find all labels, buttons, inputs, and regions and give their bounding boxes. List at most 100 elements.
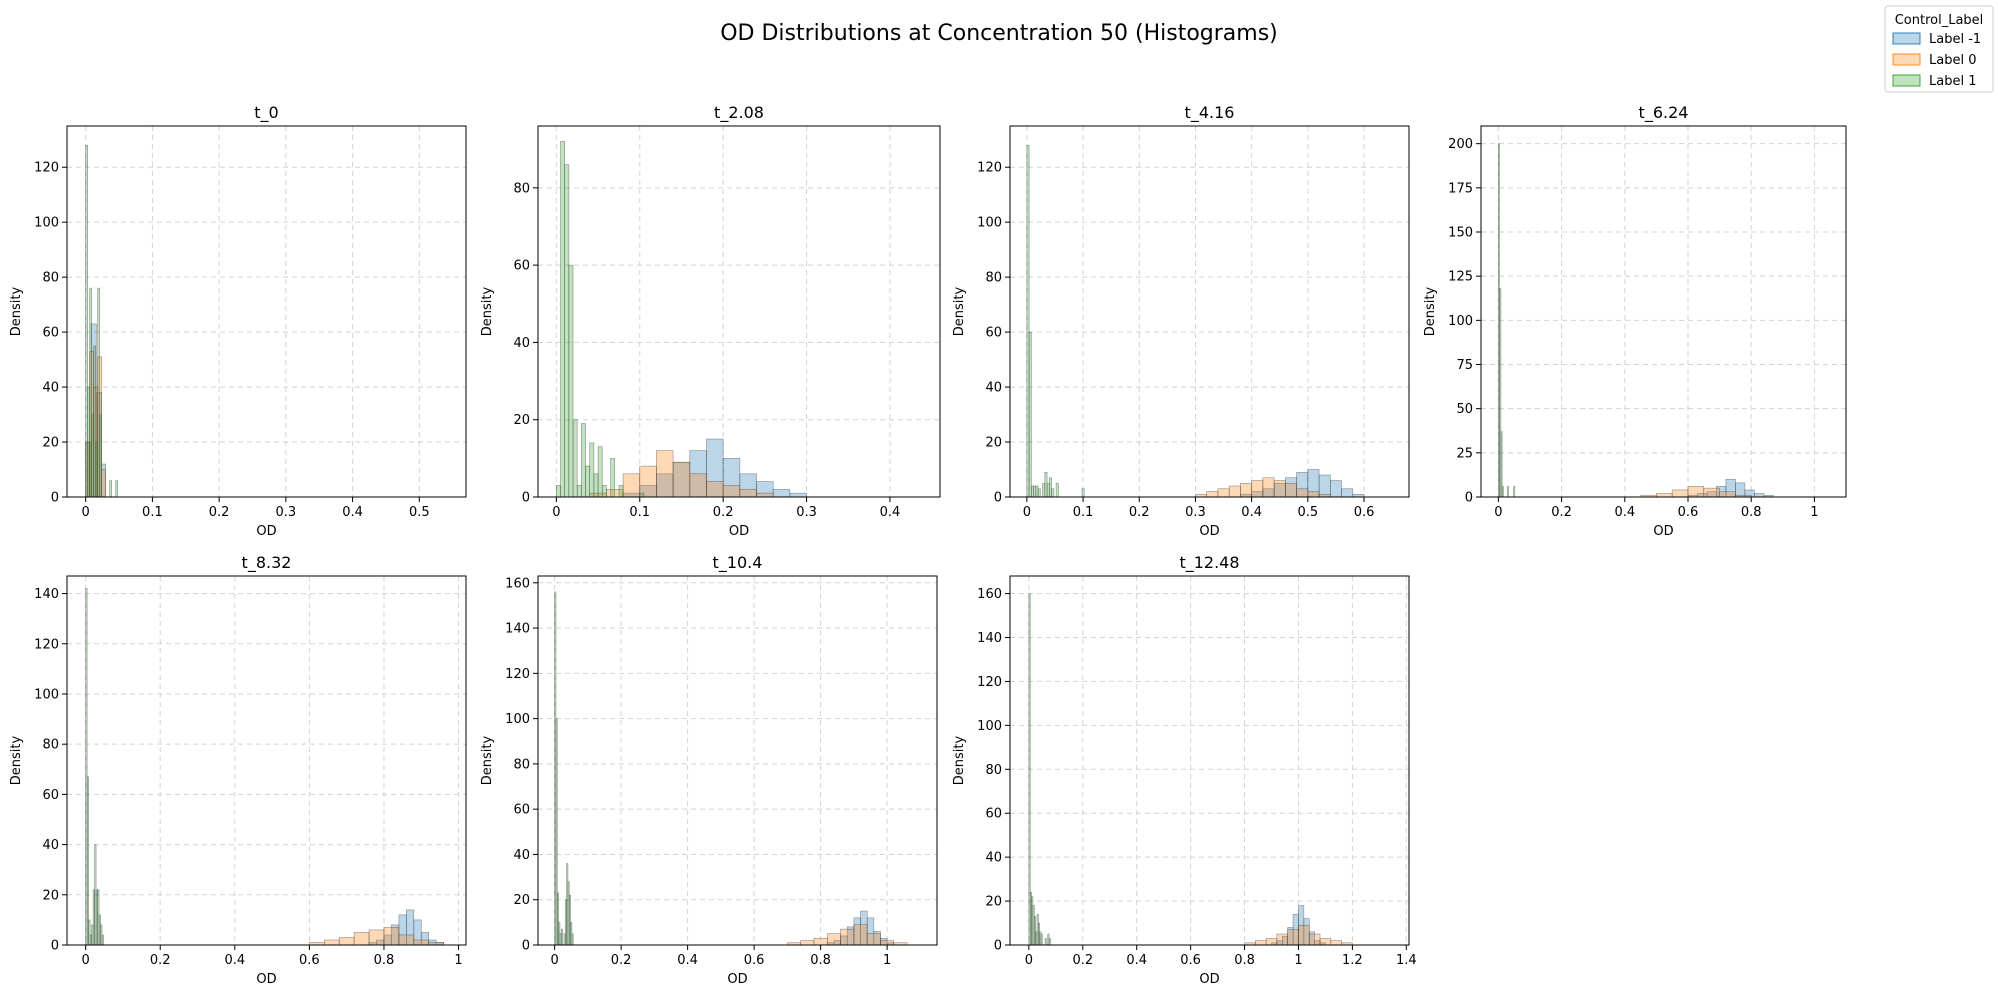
y-tick-label: 40 [513, 336, 530, 351]
y-axis-label: Density [9, 286, 24, 336]
histogram-bar-label-1 [1035, 485, 1039, 498]
x-tick-label: 0.2 [611, 953, 632, 968]
histogram-bar-label-0 [1287, 929, 1299, 946]
histogram-bar-label-1 [618, 485, 624, 498]
y-axis-label: Density [480, 286, 495, 336]
axes-frame [537, 575, 938, 946]
histogram-bar-label-0 [1240, 482, 1252, 498]
histogram-bar-label-0 [756, 492, 774, 498]
x-tick-label: 0.8 [1741, 505, 1762, 520]
legend-entry: Label 0 [1892, 53, 1976, 68]
x-tick-label: 0 [552, 505, 560, 520]
legend-label: Label -1 [1929, 32, 1981, 47]
x-axis-label: OD [1653, 524, 1673, 539]
x-tick-label: 0.2 [713, 505, 734, 520]
histogram-bar-label-1 [1044, 471, 1048, 498]
y-tick-label: 160 [505, 576, 530, 591]
x-tick-label: 0.5 [1298, 505, 1319, 520]
y-tick-label: 0 [522, 939, 530, 954]
x-tick-label: 0.6 [744, 953, 765, 968]
y-tick-label: 140 [977, 631, 1002, 646]
y-tick-label: 40 [42, 381, 59, 396]
y-tick-label: 160 [977, 587, 1002, 602]
histogram-bar-label-1 [1501, 486, 1504, 498]
histogram-bar-label-0 [840, 928, 855, 946]
histogram-bar-label-0 [656, 450, 674, 498]
histogram-bar-label-1 [1055, 482, 1059, 498]
histogram-bar-label-0 [706, 481, 724, 498]
histogram-bar-label-1 [1506, 486, 1509, 498]
y-tick-label: 20 [42, 888, 59, 903]
x-tick-label: 0.6 [1180, 953, 1201, 968]
legend-title: Control_Label [1895, 13, 1984, 28]
y-tick-label: 75 [1456, 358, 1473, 373]
y-tick-label: 175 [1448, 181, 1473, 196]
histogram-bar-label-1 [585, 465, 591, 498]
histogram-bar-label-0 [689, 473, 707, 498]
histogram-bar-label-1 [1033, 485, 1037, 498]
histogram-bar-label-0 [813, 937, 828, 946]
histogram-bar-label-1 [115, 480, 119, 498]
x-tick-label: 0.4 [342, 505, 363, 520]
histogram-bar-label-1 [789, 492, 807, 498]
y-tick-label: 80 [42, 271, 59, 286]
x-tick-label: 0 [1494, 505, 1502, 520]
histogram-bar-label-1 [85, 144, 88, 498]
histogram-bar-label-1 [1046, 482, 1050, 498]
histogram-bar-label-1 [589, 442, 595, 498]
panels: 0 0.1 0.2 0.3 0.4 0.5020406080100120t_0ODDens… [9, 103, 1847, 987]
y-tick-label: 120 [977, 675, 1002, 690]
y-tick-label: 80 [42, 738, 59, 753]
y-axis-label: Density [952, 735, 967, 785]
x-axis-label: OD [729, 524, 749, 539]
y-tick-label: 40 [42, 838, 59, 853]
legend-swatch-label-0 [1892, 53, 1921, 66]
histogram-bar-label-1 [1042, 482, 1046, 498]
histogram-bar-label-1 [610, 458, 616, 498]
y-tick-label: 100 [977, 216, 1002, 231]
histogram-bar-label-0 [368, 929, 385, 946]
histogram-bar-label-1 [560, 928, 563, 946]
panel-title: t_6.24 [1639, 103, 1689, 123]
y-tick-label: 60 [985, 326, 1002, 341]
histogram-bar-label-1 [1044, 938, 1047, 946]
x-tick-label: 0.4 [1614, 505, 1635, 520]
y-tick-label: 60 [42, 326, 59, 341]
legend-swatch-label-1 [1892, 74, 1921, 87]
x-tick-label: 0 [1025, 953, 1033, 968]
x-tick-label: 0.2 [150, 953, 171, 968]
axes-frame [537, 125, 941, 498]
x-tick-label: 0.4 [880, 505, 901, 520]
histogram-bar-label-1 [1754, 493, 1765, 498]
x-tick-label: 0.4 [224, 953, 245, 968]
histogram-bar-label-1 [571, 933, 574, 946]
histogram-bar-label-1 [1040, 933, 1043, 946]
histogram-bar-label-0 [413, 939, 430, 946]
histogram-bar-label-0 [1206, 491, 1219, 498]
y-tick-label: 40 [513, 848, 530, 863]
x-tick-label: 0.8 [1234, 953, 1255, 968]
y-tick-label: 0 [51, 939, 59, 954]
y-tick-label: 60 [42, 788, 59, 803]
histogram-bar-label-1 [1031, 485, 1034, 498]
histogram-bar-label-1 [1081, 488, 1085, 498]
panel-title: t_8.32 [242, 553, 292, 573]
histogram-bar-label-0 [672, 461, 691, 498]
y-tick-label: 100 [34, 216, 59, 231]
x-tick-label: 0.6 [299, 953, 320, 968]
histogram-bar-label-0 [853, 924, 868, 946]
histogram-bar-label-1 [95, 441, 98, 498]
histogram-bar-label-1 [556, 485, 561, 498]
x-tick-label: 0.1 [142, 505, 163, 520]
histogram-bar-label-1 [601, 485, 607, 498]
histogram-bar-label-1 [91, 414, 94, 498]
histogram-bar-label-1 [99, 414, 102, 498]
x-tick-label: 0.4 [677, 953, 698, 968]
panel-title: t_12.48 [1179, 553, 1239, 573]
histogram-bar-label-1 [1028, 331, 1032, 498]
axes-frame [66, 125, 467, 498]
y-tick-label: 80 [985, 271, 1002, 286]
histogram-bar-label-0 [323, 939, 340, 946]
histogram-bar-label-0 [866, 933, 881, 946]
y-tick-label: 0 [994, 939, 1002, 954]
